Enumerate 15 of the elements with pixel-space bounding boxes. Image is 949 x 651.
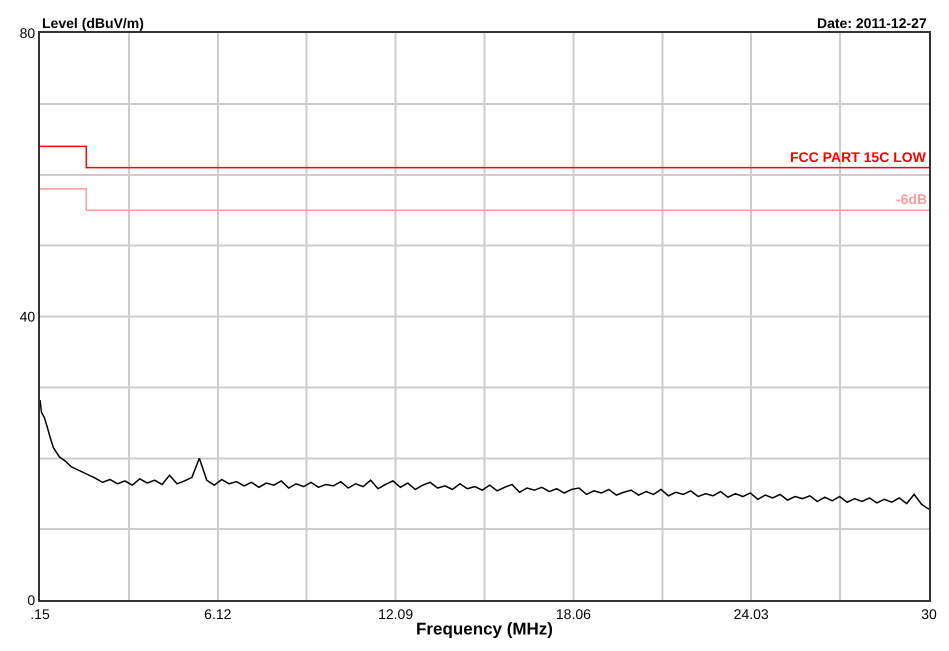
x-tick-label: 12.09 [378, 606, 414, 622]
line-series [40, 399, 929, 510]
x-tick-label: .15 [30, 606, 50, 622]
y-axis-title: Level (dBuV/m) [42, 15, 144, 31]
series-label: FCC PART 15C LOW [790, 149, 927, 165]
x-tick-label: 24.03 [734, 606, 769, 622]
x-tick-label: 30 [921, 606, 937, 622]
y-tick-label: 0 [27, 592, 36, 608]
series-label: -6dB [896, 191, 928, 207]
x-tick-label: 18.06 [556, 606, 592, 622]
y-tick-label: 40 [20, 308, 36, 324]
x-tick-label: 6.12 [204, 606, 232, 622]
x-axis-title: Frequency (MHz) [416, 620, 553, 639]
y-tick-label: 80 [20, 24, 36, 41]
text: Date: 2011-12-27 [817, 15, 927, 31]
